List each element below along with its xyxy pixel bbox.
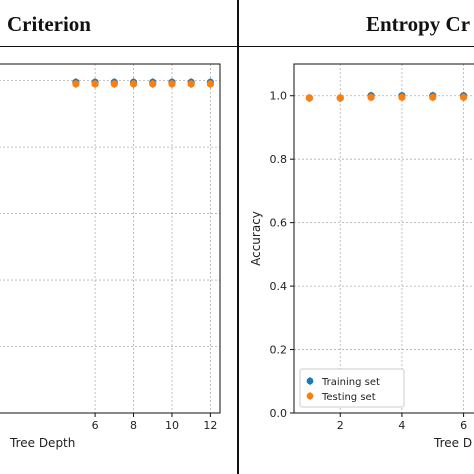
x-tick-label: 4 xyxy=(398,419,405,432)
left-panel-title: Criterion xyxy=(7,12,91,36)
x-axis-label: Tree D xyxy=(433,436,472,450)
data-point xyxy=(110,80,118,88)
y-axis-label: Accuracy xyxy=(249,211,263,266)
legend-box xyxy=(299,368,405,408)
data-point xyxy=(206,80,214,88)
data-point xyxy=(305,94,314,102)
plot-area-frame xyxy=(0,63,221,414)
data-point xyxy=(129,80,138,88)
data-point xyxy=(91,80,99,88)
legend-marker xyxy=(306,392,314,400)
legend-label: Training set xyxy=(321,377,380,388)
y-tick-label: 0.2 xyxy=(270,344,288,357)
x-axis-label: Tree Depth xyxy=(9,436,75,450)
x-tick-label: 6 xyxy=(92,419,99,432)
left-chart: 6 8 10 12 Tree Depth xyxy=(0,63,221,450)
x-tick-label: 2 xyxy=(337,419,344,432)
legend-label: Testing set xyxy=(321,392,376,403)
x-tick-label: 12 xyxy=(203,419,217,432)
plot-area-frame xyxy=(293,63,474,414)
x-tick-label: 10 xyxy=(165,419,179,432)
y-tick-label: 0.4 xyxy=(270,280,288,293)
y-tick-label: 0.0 xyxy=(270,407,288,420)
right-chart: 2 4 6 0.0 0.2 0.4 0.6 0.8 1.0 Tree D Accuracy Train… xyxy=(249,63,474,450)
data-point xyxy=(429,93,437,101)
data-point xyxy=(459,93,468,101)
right-panel-title: Entropy Cr xyxy=(366,12,471,36)
data-point xyxy=(149,80,157,88)
data-point xyxy=(168,80,176,88)
panel-divider xyxy=(237,0,239,474)
legend-marker xyxy=(306,377,314,385)
x-tick-label: 8 xyxy=(130,419,137,432)
x-tick-label: 6 xyxy=(460,419,467,432)
data-point xyxy=(72,80,80,88)
data-point xyxy=(398,93,406,101)
y-tick-label: 0.6 xyxy=(270,217,288,230)
data-point xyxy=(367,93,375,101)
y-tick-label: 1.0 xyxy=(270,90,288,103)
data-point xyxy=(187,80,195,88)
y-tick-label: 0.8 xyxy=(270,153,288,166)
data-point xyxy=(336,94,344,102)
